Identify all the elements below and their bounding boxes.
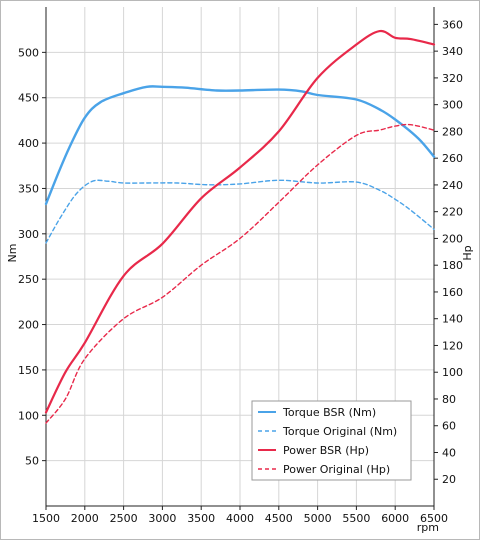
legend-label: Power Original (Hp) [283, 463, 390, 476]
x-tick-label: 5500 [342, 512, 370, 525]
x-tick-label: 4000 [226, 512, 254, 525]
x-tick-label: 6500 [420, 512, 448, 525]
x-axis-title: rpm [417, 521, 439, 534]
series-line-torque-original-nm [45, 179, 435, 244]
y-axis-right-title: Hp [461, 245, 474, 260]
series-line-power-original-hp [45, 123, 435, 424]
y-left-tick-label: 400 [18, 137, 39, 150]
y-right-tick-label: 300 [442, 99, 463, 112]
y-left-tick-label: 200 [18, 319, 39, 332]
y-right-tick-label: 20 [442, 473, 456, 486]
legend-label: Power BSR (Hp) [283, 444, 369, 457]
y-right-tick-label: 100 [442, 366, 463, 379]
y-right-tick-label: 140 [442, 313, 463, 326]
x-tick-label: 2500 [110, 512, 138, 525]
legend-box [251, 400, 412, 481]
y-left-tick-label: 350 [18, 182, 39, 195]
y-left-tick-label: 500 [18, 46, 39, 59]
y-axis-left-title: Nm [6, 244, 19, 263]
y-right-tick-label: 340 [442, 45, 463, 58]
x-tick-label: 2000 [71, 512, 99, 525]
x-tick-label: 3000 [148, 512, 176, 525]
y-left-tick-label: 150 [18, 364, 39, 377]
x-tick-label: 6000 [381, 512, 409, 525]
y-left-tick-label: 450 [18, 92, 39, 105]
y-right-tick-label: 60 [442, 420, 456, 433]
y-right-tick-label: 160 [442, 286, 463, 299]
y-right-tick-label: 120 [442, 339, 463, 352]
y-right-tick-label: 180 [442, 259, 463, 272]
y-right-tick-label: 220 [442, 206, 463, 219]
series-line-power-bsr-hp [44, 29, 436, 414]
y-left-tick-label: 50 [25, 455, 39, 468]
y-left-tick-label: 250 [18, 273, 39, 286]
y-right-tick-label: 320 [442, 72, 463, 85]
y-right-tick-label: 40 [442, 446, 456, 459]
y-right-tick-label: 240 [442, 179, 463, 192]
x-tick-label: 4500 [265, 512, 293, 525]
y-right-tick-label: 360 [442, 18, 463, 31]
legend-label: Torque Original (Nm) [282, 425, 397, 438]
y-right-tick-label: 200 [442, 232, 463, 245]
y-left-tick-label: 100 [18, 409, 39, 422]
series-line-torque-bsr-nm [44, 85, 436, 206]
x-tick-label: 3500 [187, 512, 215, 525]
x-tick-label: 1500 [32, 512, 60, 525]
y-right-tick-label: 280 [442, 125, 463, 138]
legend-label: Torque BSR (Nm) [282, 406, 376, 419]
x-tick-label: 5000 [304, 512, 332, 525]
y-left-tick-label: 300 [18, 228, 39, 241]
y-right-tick-label: 260 [442, 152, 463, 165]
y-right-tick-label: 80 [442, 393, 456, 406]
